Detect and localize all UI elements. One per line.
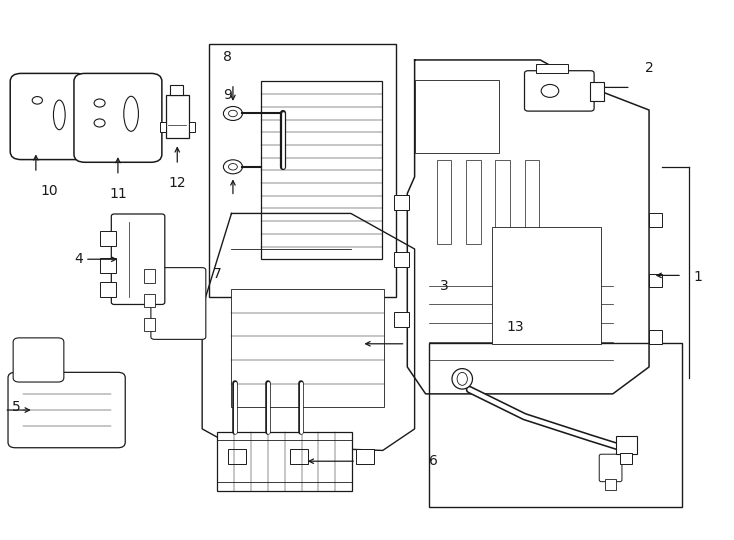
Text: 8: 8 (223, 50, 232, 64)
Text: 2: 2 (645, 61, 654, 75)
Ellipse shape (452, 369, 473, 389)
Bar (228, 449, 246, 464)
FancyBboxPatch shape (8, 373, 126, 448)
Bar (231, 289, 385, 407)
Bar (166, 95, 189, 138)
Circle shape (228, 164, 237, 170)
Bar (429, 343, 682, 507)
Text: 9: 9 (223, 88, 232, 102)
Bar (261, 82, 382, 259)
Bar (394, 195, 409, 210)
Bar (144, 318, 155, 332)
Bar (525, 160, 539, 244)
Bar (144, 269, 155, 283)
Bar (209, 44, 396, 297)
Bar (415, 80, 499, 153)
Text: 11: 11 (109, 186, 127, 200)
FancyBboxPatch shape (151, 268, 206, 339)
Bar (466, 160, 481, 244)
Text: 5: 5 (12, 400, 21, 414)
Bar (144, 294, 155, 307)
Bar (495, 160, 510, 244)
FancyBboxPatch shape (13, 338, 64, 382)
Circle shape (541, 84, 559, 97)
Text: 10: 10 (40, 184, 58, 198)
Text: 7: 7 (213, 267, 222, 281)
Bar (605, 479, 616, 490)
Text: 1: 1 (693, 270, 702, 284)
Text: 3: 3 (440, 279, 449, 293)
FancyBboxPatch shape (74, 73, 162, 163)
Bar (620, 454, 632, 464)
Bar (590, 82, 603, 102)
FancyBboxPatch shape (112, 214, 165, 305)
Text: 13: 13 (506, 320, 524, 334)
Text: 4: 4 (75, 252, 84, 266)
FancyBboxPatch shape (525, 71, 594, 111)
Circle shape (223, 160, 242, 174)
Bar (170, 85, 183, 95)
Bar (437, 160, 451, 244)
Bar (649, 213, 662, 227)
Bar (536, 64, 568, 73)
Ellipse shape (457, 373, 468, 386)
Bar (616, 436, 636, 455)
Bar (649, 330, 662, 344)
Bar (492, 227, 600, 344)
Bar (160, 122, 166, 132)
Bar (290, 449, 308, 464)
Bar (217, 431, 352, 491)
Text: 6: 6 (429, 454, 438, 468)
Text: 12: 12 (168, 176, 186, 190)
Bar (100, 258, 116, 273)
Bar (100, 282, 116, 297)
Circle shape (223, 106, 242, 120)
Bar (649, 274, 662, 287)
Bar (100, 231, 116, 246)
Bar (394, 252, 409, 267)
Ellipse shape (54, 100, 65, 130)
Bar (356, 449, 374, 464)
FancyBboxPatch shape (599, 454, 622, 482)
Bar (394, 312, 409, 327)
FancyBboxPatch shape (10, 73, 87, 160)
Circle shape (228, 110, 237, 117)
Bar (189, 122, 195, 132)
Ellipse shape (124, 96, 139, 131)
